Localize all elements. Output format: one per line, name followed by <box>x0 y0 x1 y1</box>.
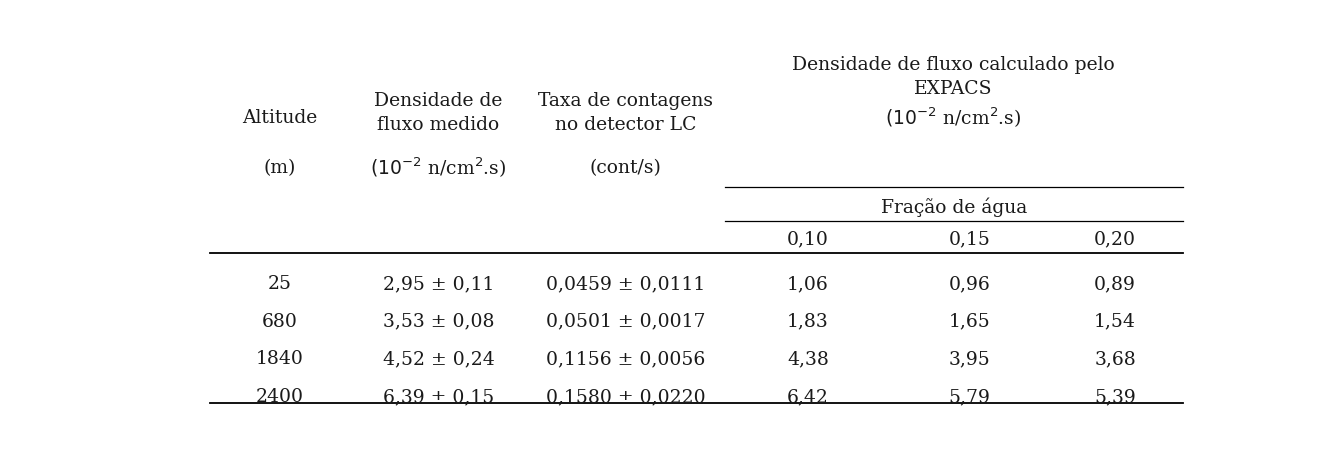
Text: $(10^{-2}$ n/cm$^{2}$.s): $(10^{-2}$ n/cm$^{2}$.s) <box>371 156 506 180</box>
Text: Densidade de fluxo calculado pelo
EXPACS
$(10^{-2}$ n/cm$^{2}$.s): Densidade de fluxo calculado pelo EXPACS… <box>792 56 1115 130</box>
Text: 0,1580 ± 0,0220: 0,1580 ± 0,0220 <box>547 387 705 405</box>
Text: 4,38: 4,38 <box>787 350 829 368</box>
Text: 3,53 ± 0,08: 3,53 ± 0,08 <box>383 312 494 330</box>
Text: 3,95: 3,95 <box>948 350 990 368</box>
Text: 680: 680 <box>262 312 298 330</box>
Text: (m): (m) <box>263 159 295 177</box>
Text: 4,52 ± 0,24: 4,52 ± 0,24 <box>383 350 494 368</box>
Text: 0,0459 ± 0,0111: 0,0459 ± 0,0111 <box>547 275 705 293</box>
Text: 3,68: 3,68 <box>1095 350 1136 368</box>
Text: 0,10: 0,10 <box>787 230 829 248</box>
Text: 2,95 ± 0,11: 2,95 ± 0,11 <box>383 275 494 293</box>
Text: 0,89: 0,89 <box>1095 275 1136 293</box>
Text: 6,42: 6,42 <box>787 387 829 405</box>
Text: 6,39 ± 0,15: 6,39 ± 0,15 <box>383 387 494 405</box>
Text: 0,1156 ± 0,0056: 0,1156 ± 0,0056 <box>547 350 705 368</box>
Text: 5,79: 5,79 <box>948 387 990 405</box>
Text: 0,15: 0,15 <box>948 230 990 248</box>
Text: Densidade de
fluxo medido: Densidade de fluxo medido <box>375 92 502 133</box>
Text: 0,20: 0,20 <box>1095 230 1136 248</box>
Text: 2400: 2400 <box>255 387 304 405</box>
Text: 1,06: 1,06 <box>787 275 829 293</box>
Text: 1,65: 1,65 <box>948 312 990 330</box>
Text: (cont/s): (cont/s) <box>590 159 662 177</box>
Text: 25: 25 <box>267 275 291 293</box>
Text: Altitude: Altitude <box>242 109 317 127</box>
Text: 1840: 1840 <box>255 350 304 368</box>
Text: 0,0501 ± 0,0017: 0,0501 ± 0,0017 <box>547 312 705 330</box>
Text: Taxa de contagens
no detector LC: Taxa de contagens no detector LC <box>539 92 713 133</box>
Text: 1,54: 1,54 <box>1095 312 1136 330</box>
Text: 5,39: 5,39 <box>1095 387 1136 405</box>
Text: 0,96: 0,96 <box>948 275 990 293</box>
Text: 1,83: 1,83 <box>787 312 829 330</box>
Text: Fração de água: Fração de água <box>881 197 1027 217</box>
